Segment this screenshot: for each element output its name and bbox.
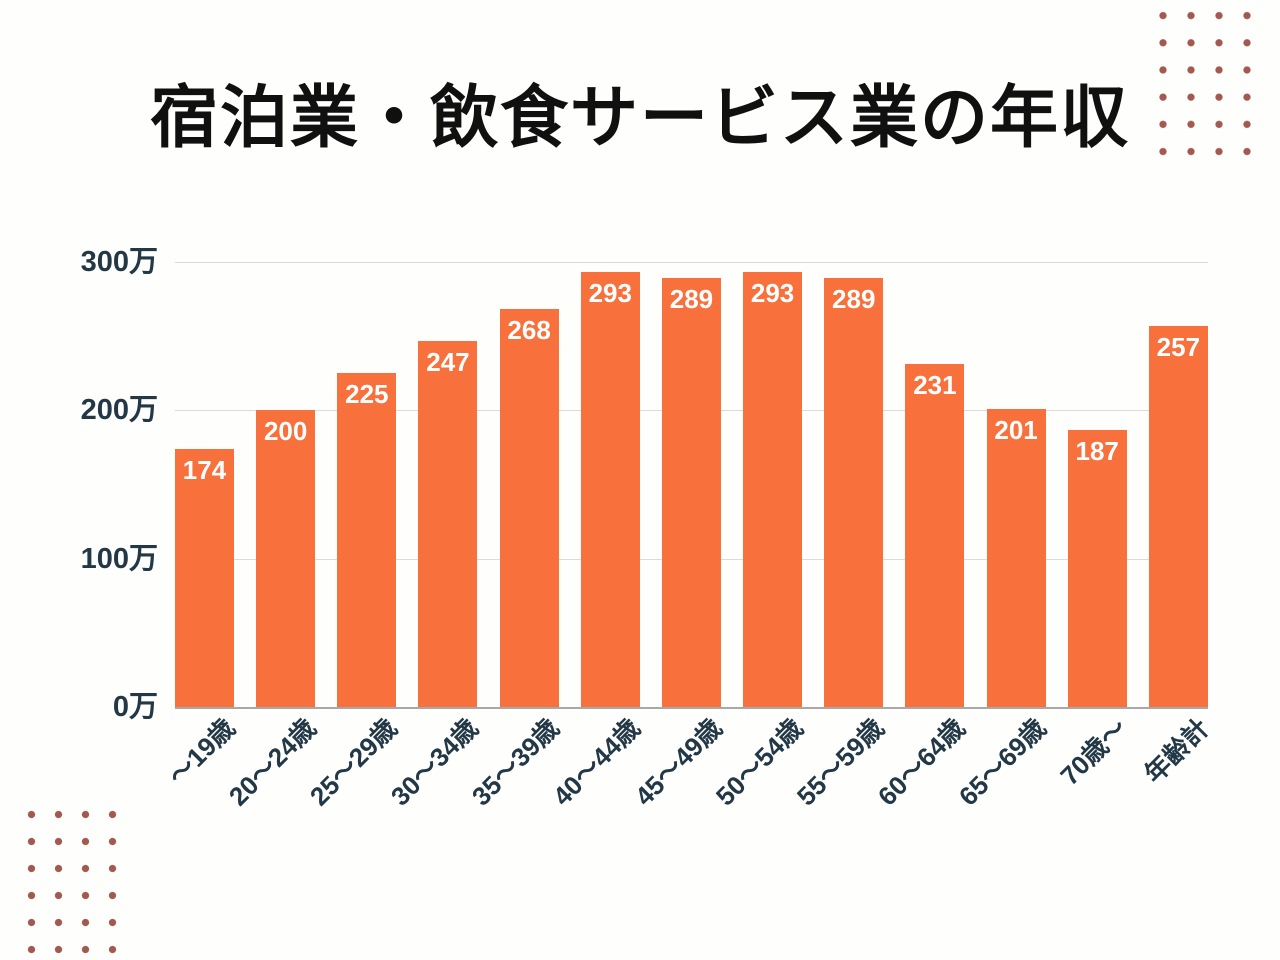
y-axis-tick-label: 100万 [80, 542, 158, 575]
bar: 174 [175, 448, 234, 707]
bar: 201 [986, 408, 1046, 707]
gridline [175, 262, 1208, 263]
decor-dots-top-right [1149, 2, 1261, 166]
y-axis-tick-label: 300万 [80, 246, 158, 278]
chart-title: 宿泊業・飲食サービス業の年収 [149, 80, 1130, 156]
x-axis-label: 55〜59歳 [790, 712, 890, 812]
bar-value-label: 293 [588, 278, 632, 309]
bar: 289 [824, 278, 884, 707]
x-axis-label: 30〜34歳 [384, 712, 484, 812]
bar-value-label: 231 [913, 370, 957, 401]
x-axis-label: 25〜29歳 [303, 712, 403, 812]
x-axis-label: 50〜54歳 [709, 712, 809, 812]
bar: 187 [1067, 429, 1127, 707]
bar-value-label: 247 [426, 346, 470, 377]
decor-dots-bottom-left [18, 801, 126, 960]
x-axis-label: 〜19歳 [161, 712, 241, 792]
x-axis-label: 20〜24歳 [222, 712, 322, 812]
x-axis-label: 65〜69歳 [953, 712, 1052, 812]
bar-value-label: 225 [345, 379, 389, 410]
bar-value-label: 174 [182, 454, 227, 485]
bar: 289 [661, 278, 721, 707]
bar: 257 [1148, 325, 1208, 707]
x-axis-label: 年齢計 [1137, 712, 1215, 789]
bar: 293 [580, 272, 640, 707]
bar-value-label: 200 [263, 416, 308, 447]
bar-value-label: 257 [1156, 331, 1201, 362]
x-axis-label: 45〜49歳 [628, 712, 728, 812]
y-axis-tick-label: 200万 [80, 394, 158, 427]
x-axis-label: 60〜64歳 [871, 712, 971, 812]
bar-value-label: 293 [750, 278, 795, 309]
bar: 268 [499, 309, 559, 707]
bars-container: 174 200 225 247 268 293 289 293 289 231 201 187 257 [175, 257, 1208, 707]
x-axis-baseline [175, 707, 1208, 709]
bar: 200 [256, 410, 316, 707]
bar-value-label: 201 [994, 414, 1038, 445]
bar-value-label: 268 [507, 315, 551, 346]
bar: 293 [743, 272, 803, 707]
x-axis-label: 35〜39歳 [466, 712, 565, 812]
bar: 231 [905, 364, 965, 707]
x-axis-label: 70歳〜 [1054, 712, 1134, 792]
bar-value-label: 289 [669, 284, 714, 315]
x-axis-label: 40〜44歳 [547, 712, 647, 812]
bar-value-label: 187 [1075, 435, 1119, 466]
bar-value-label: 289 [832, 284, 876, 315]
y-axis-tick-label: 0万 [112, 691, 158, 723]
bar: 225 [337, 373, 397, 707]
bar: 247 [418, 340, 478, 707]
